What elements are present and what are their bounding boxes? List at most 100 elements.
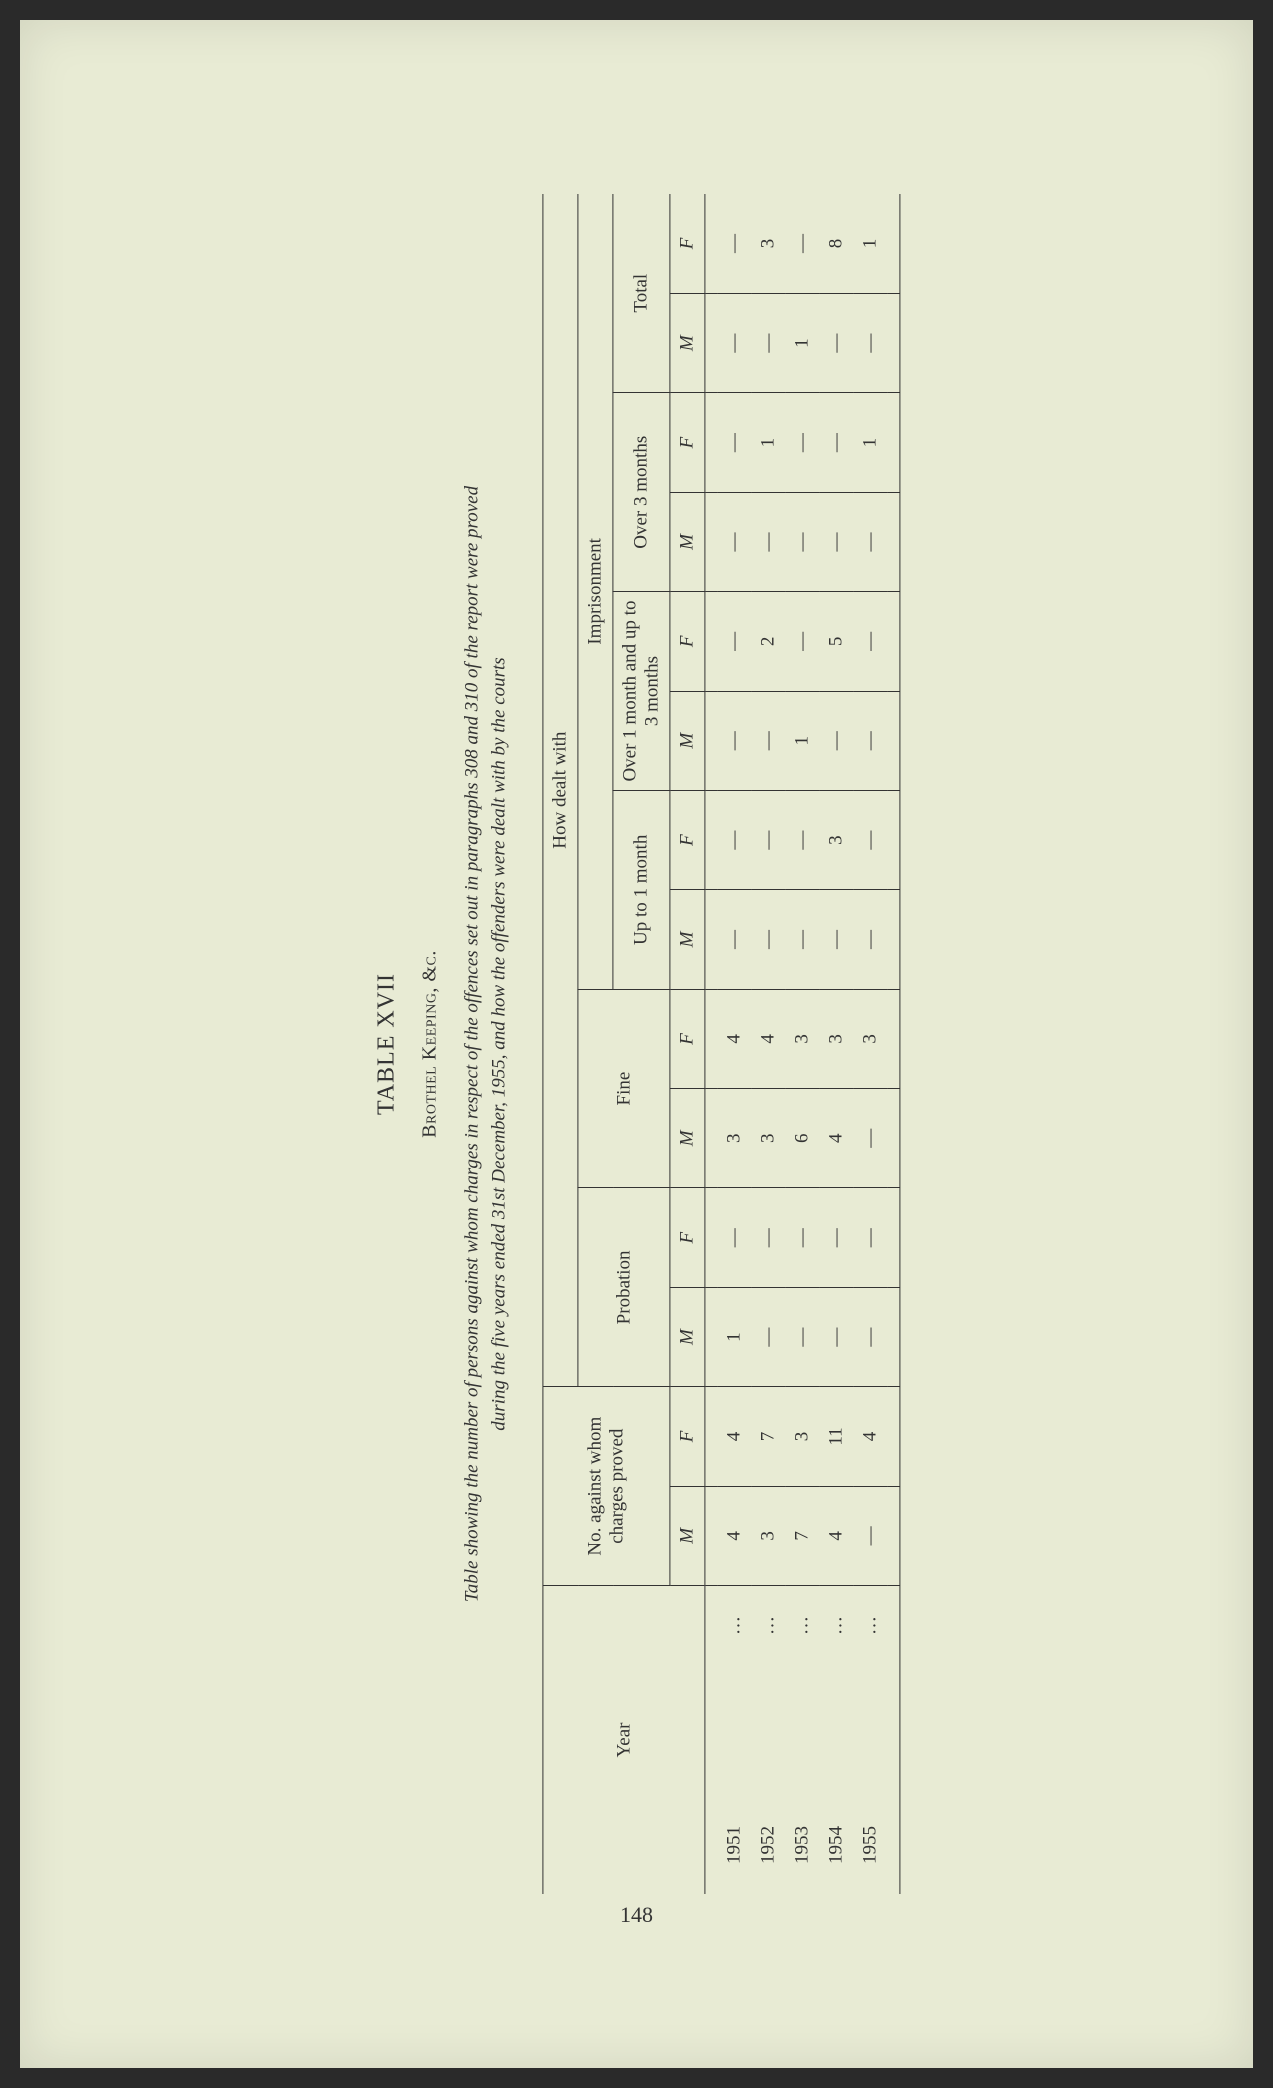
data-cell: — [785, 1188, 819, 1287]
data-cell: — [785, 194, 819, 293]
data-cell: — [717, 194, 751, 293]
data-cell: 3 [751, 1486, 785, 1585]
data-cell: 4 [853, 1387, 887, 1486]
data-cell: — [819, 691, 853, 790]
hdr-f: F [670, 989, 705, 1088]
data-cell: — [717, 293, 751, 392]
table-row: 1955…—4———3—————1—1 [853, 194, 887, 1894]
data-cell: 4 [717, 1486, 751, 1585]
data-cell: 4 [751, 989, 785, 1088]
hdr-m: M [670, 890, 705, 989]
data-cell: — [717, 890, 751, 989]
hdr-no-against: No. against whom charges proved [543, 1387, 670, 1586]
data-cell: 7 [785, 1486, 819, 1585]
hdr-f: F [670, 393, 705, 492]
description: Table showing the number of persons agai… [459, 194, 512, 1894]
table-row: 1951…441—34———————— [717, 194, 751, 1894]
data-cell: 5 [819, 592, 853, 691]
hdr-f: F [670, 790, 705, 889]
data-cell: — [785, 790, 819, 889]
year-cell: 1952… [751, 1586, 785, 1894]
data-cell: — [751, 790, 785, 889]
table-row: 1954…411——43—3—5———8 [819, 194, 853, 1894]
title-block: TABLE XVII Brothel Keeping, &c. Table sh… [373, 194, 512, 1894]
hdr-m: M [670, 691, 705, 790]
hdr-f: F [670, 1387, 705, 1486]
data-cell: — [717, 691, 751, 790]
data-cell: — [717, 790, 751, 889]
data-cell: — [819, 1287, 853, 1386]
data-cell: 4 [717, 989, 751, 1088]
hdr-up-to-1: Up to 1 month [613, 790, 670, 989]
hdr-total: Total [613, 194, 670, 393]
hdr-f: F [670, 194, 705, 293]
data-cell: — [853, 492, 887, 591]
data-cell: — [853, 293, 887, 392]
data-cell: — [751, 890, 785, 989]
data-cell: 1 [785, 691, 819, 790]
desc-line1: Table showing the number of persons agai… [461, 486, 482, 1602]
header-row-1: Year No. against whom charges proved How… [543, 194, 578, 1894]
hdr-imprisonment: Imprisonment [578, 194, 613, 989]
data-cell: 1 [717, 1287, 751, 1386]
data-cell: — [853, 890, 887, 989]
data-cell: 7 [751, 1387, 785, 1486]
data-cell: 4 [819, 1486, 853, 1585]
subtitle: Brothel Keeping, &c. [418, 194, 441, 1894]
page-number: 148 [620, 1902, 653, 1928]
data-cell: — [853, 592, 887, 691]
year-cell: 1951… [717, 1586, 751, 1894]
hdr-probation: Probation [578, 1188, 670, 1387]
data-cell: 4 [819, 1089, 853, 1188]
data-cell: — [751, 691, 785, 790]
data-cell: 4 [717, 1387, 751, 1486]
table-row: 1953…73——63——1———1— [785, 194, 819, 1894]
data-cell: — [751, 492, 785, 591]
hdr-m: M [670, 1486, 705, 1585]
data-table: Year No. against whom charges proved How… [542, 194, 900, 1894]
year-cell: 1953… [785, 1586, 819, 1894]
hdr-over-3: Over 3 months [613, 393, 670, 592]
hdr-m: M [670, 1089, 705, 1188]
data-cell: — [819, 492, 853, 591]
hdr-m: M [670, 1287, 705, 1386]
data-cell: 3 [785, 1387, 819, 1486]
data-cell: 1 [853, 393, 887, 492]
data-cell: 11 [819, 1387, 853, 1486]
table-row: 1952…37——34———2—1—3 [751, 194, 785, 1894]
data-cell: 3 [853, 989, 887, 1088]
hdr-over-1-3: Over 1 month and up to 3 months [613, 592, 670, 791]
data-cell: 3 [819, 790, 853, 889]
year-cell: 1954… [819, 1586, 853, 1894]
data-cell: — [853, 790, 887, 889]
hdr-how-dealt: How dealt with [543, 194, 578, 1387]
data-cell: — [785, 492, 819, 591]
data-cell: — [717, 393, 751, 492]
data-cell: — [853, 1089, 887, 1188]
data-cell: — [785, 1287, 819, 1386]
bottom-spacer [887, 194, 900, 1894]
data-cell: — [751, 1287, 785, 1386]
data-cell: — [785, 890, 819, 989]
data-cell: — [819, 393, 853, 492]
data-cell: 3 [785, 989, 819, 1088]
data-cell: 1 [853, 194, 887, 293]
data-cell: 3 [751, 194, 785, 293]
data-cell: — [717, 592, 751, 691]
data-cell: — [785, 592, 819, 691]
data-cell: — [717, 1188, 751, 1287]
data-cell: — [853, 691, 887, 790]
data-cell: — [853, 1287, 887, 1386]
data-cell: — [751, 1188, 785, 1287]
desc-line2: during the five years ended 31st Decembe… [488, 657, 509, 1430]
data-cell: 3 [819, 989, 853, 1088]
data-cell: — [717, 492, 751, 591]
hdr-m: M [670, 492, 705, 591]
data-cell: 2 [751, 592, 785, 691]
data-cell: 3 [717, 1089, 751, 1188]
data-cell: — [751, 293, 785, 392]
data-cell: 6 [785, 1089, 819, 1188]
data-cell: — [819, 293, 853, 392]
data-cell: 8 [819, 194, 853, 293]
hdr-fine: Fine [578, 989, 670, 1188]
